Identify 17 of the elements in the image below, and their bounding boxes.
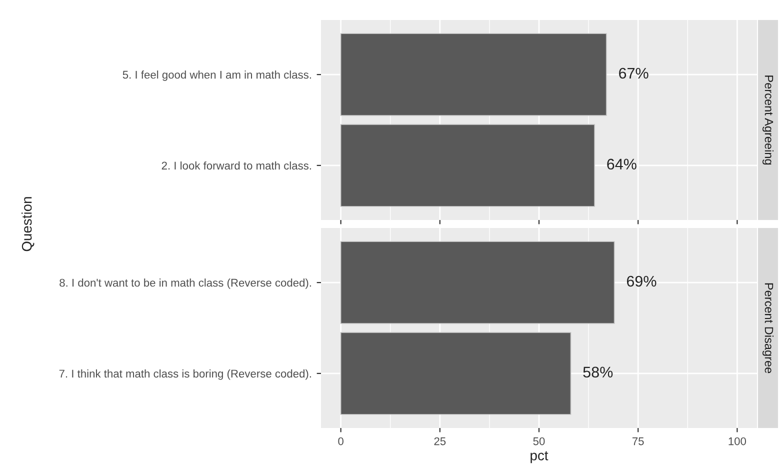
y-tick-label: 5. I feel good when I am in math class. xyxy=(122,70,311,81)
x-tick-label: 25 xyxy=(434,437,446,446)
x-tick-label: 75 xyxy=(632,437,644,446)
x-axis-title: pct xyxy=(530,451,548,464)
x-tick-label: 100 xyxy=(728,437,746,446)
text: Percent Agreeing xyxy=(762,76,774,165)
y-tick-label: 8. I don't want to be in math class (Reverse coded). xyxy=(60,278,311,289)
text: Percent Disagree xyxy=(762,283,774,374)
data-label: 58% xyxy=(583,366,613,378)
data-label: 69% xyxy=(626,276,656,287)
data-label: 67% xyxy=(619,68,648,79)
x-tick-label: 50 xyxy=(533,437,545,446)
data-label: 64% xyxy=(607,158,636,170)
y-tick-label: 2. I look forward to math class. xyxy=(162,161,311,170)
y-tick-label: 7. I think that math class is boring (Reverse coded). xyxy=(59,369,311,380)
x-tick-label: 0 xyxy=(338,437,344,446)
y-axis-title: Question xyxy=(22,197,34,252)
